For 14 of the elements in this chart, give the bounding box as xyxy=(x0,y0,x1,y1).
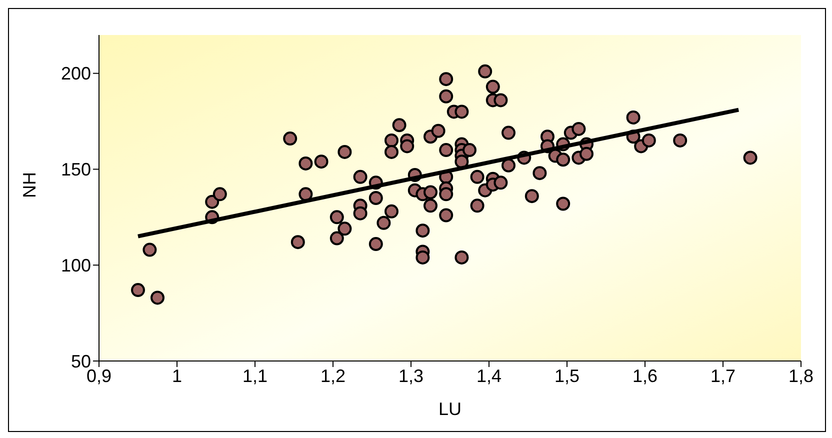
x-tick-label: 1,7 xyxy=(710,366,736,386)
x-tick-label: 1,8 xyxy=(788,366,814,386)
y-tick-label: 100 xyxy=(60,256,91,276)
y-tick-label: 200 xyxy=(60,64,91,84)
x-tick-label: 1,2 xyxy=(320,366,346,386)
x-tick-label: 1 xyxy=(172,366,182,386)
x-tick-label: 1,4 xyxy=(476,366,502,386)
x-tick-label: 1,3 xyxy=(398,366,424,386)
y-tick-label: 150 xyxy=(60,160,91,180)
x-axis-title: LU xyxy=(438,399,462,419)
x-tick-label: 1,5 xyxy=(554,366,580,386)
y-axis-title: NH xyxy=(19,172,40,198)
x-tick-label: 1,1 xyxy=(242,366,268,386)
x-tick-label: 1,6 xyxy=(632,366,658,386)
